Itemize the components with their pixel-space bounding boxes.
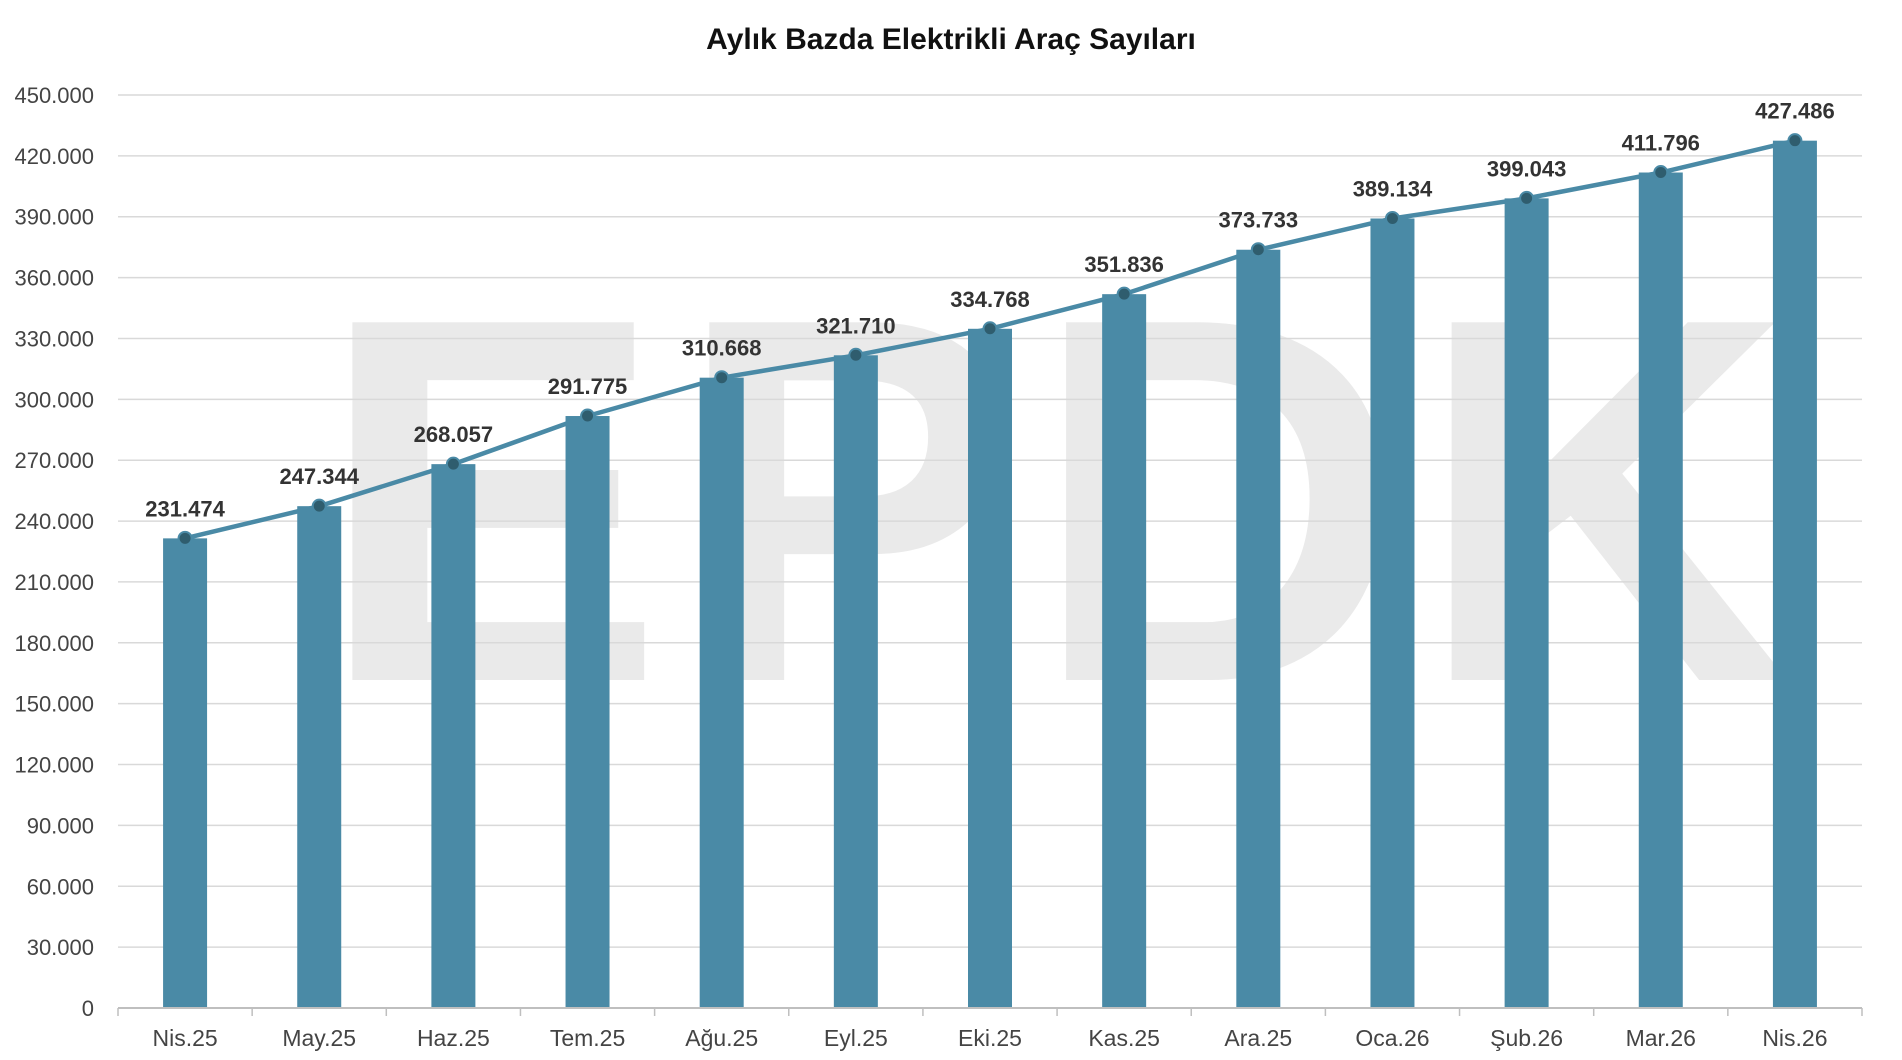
y-tick-label: 90.000 [27, 813, 94, 838]
trend-line-point [1250, 242, 1266, 258]
trend-line-point [445, 456, 461, 472]
x-tick-label: Eyl.25 [824, 1025, 888, 1051]
bar [699, 377, 744, 1008]
trend-line-point [311, 498, 327, 514]
bar [833, 355, 878, 1009]
trend-line-point [1116, 286, 1132, 302]
data-label: 247.344 [279, 464, 359, 489]
x-axis-tick-labels: Nis.25 May.25 Haz.25 Tem.25 Ağu.25 Eyl.25 Eki.… [152, 1025, 1827, 1051]
data-label: 351.836 [1084, 252, 1164, 277]
y-tick-label: 330.000 [14, 326, 94, 351]
data-labels: 231.474 247.344 268.057 291.775 310.668 321.7… [145, 99, 1834, 522]
trend-line-point [714, 370, 730, 386]
y-tick-label: 300.000 [14, 387, 94, 412]
x-tick-label: Oca.26 [1355, 1025, 1429, 1051]
data-label: 321.710 [816, 313, 896, 338]
bar [1772, 140, 1817, 1008]
x-tick-label: Mar.26 [1626, 1025, 1696, 1051]
data-label: 427.486 [1755, 99, 1835, 124]
data-label: 310.668 [682, 336, 762, 361]
watermark-text: EPDK [318, 210, 1803, 791]
trend-line-point [1787, 133, 1803, 149]
y-tick-label: 390.000 [14, 205, 94, 230]
x-tick-label: Kas.25 [1088, 1025, 1160, 1051]
y-tick-label: 150.000 [14, 692, 94, 717]
bar [297, 506, 342, 1008]
bars [163, 140, 1817, 1009]
bar [1504, 198, 1549, 1008]
x-axis [117, 1007, 1863, 1016]
trend-line-point [982, 321, 998, 337]
trend-line [177, 133, 1803, 546]
trend-line-point [580, 408, 596, 424]
chart-title: Aylık Bazda Elektrikli Araç Sayıları [706, 23, 1196, 56]
data-label: 231.474 [145, 496, 225, 521]
x-tick-label: Eki.25 [958, 1025, 1022, 1051]
bar [163, 538, 208, 1008]
trend-line-point [1519, 190, 1535, 206]
trend-line-point [848, 347, 864, 363]
bar [1102, 294, 1147, 1009]
x-tick-label: Ara.25 [1224, 1025, 1292, 1051]
y-tick-label: 450.000 [14, 83, 94, 108]
data-label: 334.768 [950, 287, 1030, 312]
data-label: 268.057 [414, 422, 494, 447]
y-tick-label: 120.000 [14, 753, 94, 778]
y-tick-label: 270.000 [14, 448, 94, 473]
y-axis-tick-labels: 0 30.000 60.000 90.000 120.000 150.000 180.000… [14, 83, 94, 1021]
trend-line-point [1653, 165, 1669, 181]
y-tick-label: 0 [82, 996, 94, 1021]
x-tick-label: Ağu.25 [685, 1025, 758, 1051]
data-label: 389.134 [1353, 176, 1433, 201]
bar [1638, 172, 1683, 1009]
x-tick-label: May.25 [282, 1025, 356, 1051]
data-label: 411.796 [1622, 131, 1700, 156]
trend-line-point [177, 530, 193, 546]
x-tick-label: Haz.25 [417, 1025, 490, 1051]
x-tick-label: Nis.25 [152, 1025, 217, 1051]
bar [1236, 249, 1281, 1008]
y-tick-label: 360.000 [14, 266, 94, 291]
y-tick-label: 30.000 [27, 935, 94, 960]
data-label: 399.043 [1487, 156, 1567, 181]
y-tick-label: 210.000 [14, 570, 94, 595]
y-tick-label: 240.000 [14, 509, 94, 534]
watermark-logo: EPDK [318, 210, 1803, 791]
bar [431, 464, 476, 1009]
bar [565, 416, 610, 1008]
y-tick-label: 420.000 [14, 144, 94, 169]
data-label: 373.733 [1219, 208, 1299, 233]
data-label: 291.775 [548, 374, 628, 399]
x-tick-label: Şub.26 [1490, 1025, 1563, 1051]
x-tick-label: Nis.26 [1762, 1025, 1827, 1051]
y-tick-label: 180.000 [14, 631, 94, 656]
x-tick-label: Tem.25 [550, 1025, 625, 1051]
bar [968, 328, 1012, 1008]
trend-line-point [1384, 210, 1400, 226]
bar [1370, 218, 1415, 1008]
y-tick-label: 60.000 [27, 874, 94, 899]
